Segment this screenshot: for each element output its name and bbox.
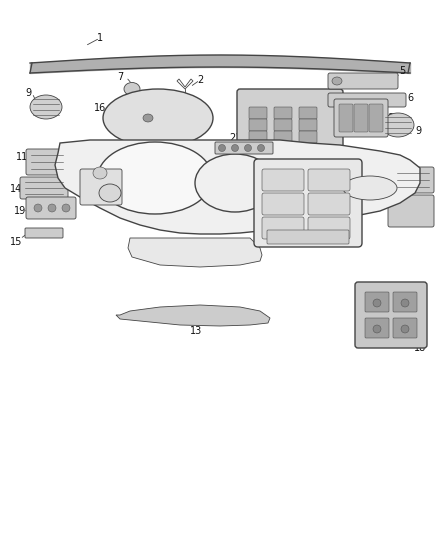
FancyBboxPatch shape [393, 292, 417, 312]
FancyBboxPatch shape [299, 107, 317, 119]
FancyBboxPatch shape [308, 193, 350, 215]
Text: 4: 4 [315, 90, 321, 100]
FancyBboxPatch shape [215, 142, 273, 154]
Ellipse shape [373, 325, 381, 333]
FancyBboxPatch shape [262, 193, 304, 215]
Ellipse shape [343, 176, 397, 200]
FancyBboxPatch shape [274, 145, 292, 157]
FancyBboxPatch shape [354, 104, 368, 132]
Ellipse shape [103, 89, 213, 147]
FancyBboxPatch shape [392, 167, 434, 193]
Ellipse shape [373, 299, 381, 307]
Ellipse shape [332, 77, 342, 85]
Text: 1: 1 [97, 33, 103, 43]
Text: 21: 21 [229, 133, 241, 143]
Ellipse shape [401, 325, 409, 333]
Ellipse shape [232, 144, 239, 151]
Text: 19: 19 [14, 206, 26, 216]
FancyBboxPatch shape [237, 89, 343, 180]
Text: 12: 12 [420, 170, 432, 180]
FancyBboxPatch shape [339, 104, 353, 132]
Text: 18: 18 [414, 343, 426, 353]
Ellipse shape [195, 154, 275, 212]
Ellipse shape [244, 144, 251, 151]
Text: 2: 2 [197, 75, 203, 85]
FancyBboxPatch shape [328, 93, 406, 107]
FancyBboxPatch shape [26, 197, 76, 219]
Text: 7: 7 [117, 72, 123, 82]
Ellipse shape [219, 144, 226, 151]
Ellipse shape [401, 299, 409, 307]
Ellipse shape [48, 204, 56, 212]
Ellipse shape [382, 113, 414, 137]
Text: 16: 16 [94, 103, 106, 113]
Text: 8: 8 [387, 113, 393, 123]
Ellipse shape [30, 95, 62, 119]
FancyBboxPatch shape [262, 217, 304, 239]
Ellipse shape [62, 204, 70, 212]
Text: 5: 5 [399, 66, 405, 76]
FancyBboxPatch shape [365, 318, 389, 338]
FancyBboxPatch shape [26, 149, 68, 175]
Text: 15: 15 [10, 237, 22, 247]
Ellipse shape [258, 144, 265, 151]
FancyBboxPatch shape [262, 169, 304, 191]
FancyBboxPatch shape [334, 99, 388, 137]
Ellipse shape [99, 184, 121, 202]
FancyBboxPatch shape [254, 159, 362, 247]
FancyBboxPatch shape [388, 195, 434, 227]
Text: 3: 3 [157, 96, 163, 106]
FancyBboxPatch shape [299, 131, 317, 143]
FancyBboxPatch shape [393, 318, 417, 338]
FancyBboxPatch shape [249, 145, 267, 157]
Ellipse shape [34, 204, 42, 212]
Text: 10: 10 [394, 170, 406, 180]
Polygon shape [55, 140, 420, 234]
FancyBboxPatch shape [328, 73, 398, 89]
Polygon shape [116, 305, 270, 326]
FancyBboxPatch shape [299, 145, 317, 157]
Text: 11: 11 [16, 152, 28, 162]
Ellipse shape [124, 83, 140, 95]
FancyBboxPatch shape [25, 228, 63, 238]
FancyBboxPatch shape [249, 131, 267, 143]
Polygon shape [128, 238, 262, 267]
FancyBboxPatch shape [365, 292, 389, 312]
FancyBboxPatch shape [274, 107, 292, 119]
Ellipse shape [93, 167, 107, 179]
Ellipse shape [98, 142, 212, 214]
FancyBboxPatch shape [274, 131, 292, 143]
Text: 9: 9 [415, 126, 421, 136]
FancyBboxPatch shape [80, 169, 122, 205]
FancyBboxPatch shape [369, 104, 383, 132]
FancyBboxPatch shape [308, 169, 350, 191]
FancyBboxPatch shape [274, 119, 292, 131]
FancyBboxPatch shape [299, 119, 317, 131]
Text: 14: 14 [10, 184, 22, 194]
Text: 9: 9 [25, 88, 31, 98]
Text: 17: 17 [142, 110, 154, 120]
FancyBboxPatch shape [20, 177, 68, 199]
FancyBboxPatch shape [249, 107, 267, 119]
FancyBboxPatch shape [267, 230, 349, 244]
Text: 20: 20 [418, 218, 430, 228]
FancyBboxPatch shape [308, 217, 350, 239]
FancyBboxPatch shape [249, 119, 267, 131]
Text: 6: 6 [407, 93, 413, 103]
FancyBboxPatch shape [263, 160, 319, 176]
Ellipse shape [143, 114, 153, 122]
Text: 13: 13 [190, 326, 202, 336]
FancyBboxPatch shape [355, 282, 427, 348]
